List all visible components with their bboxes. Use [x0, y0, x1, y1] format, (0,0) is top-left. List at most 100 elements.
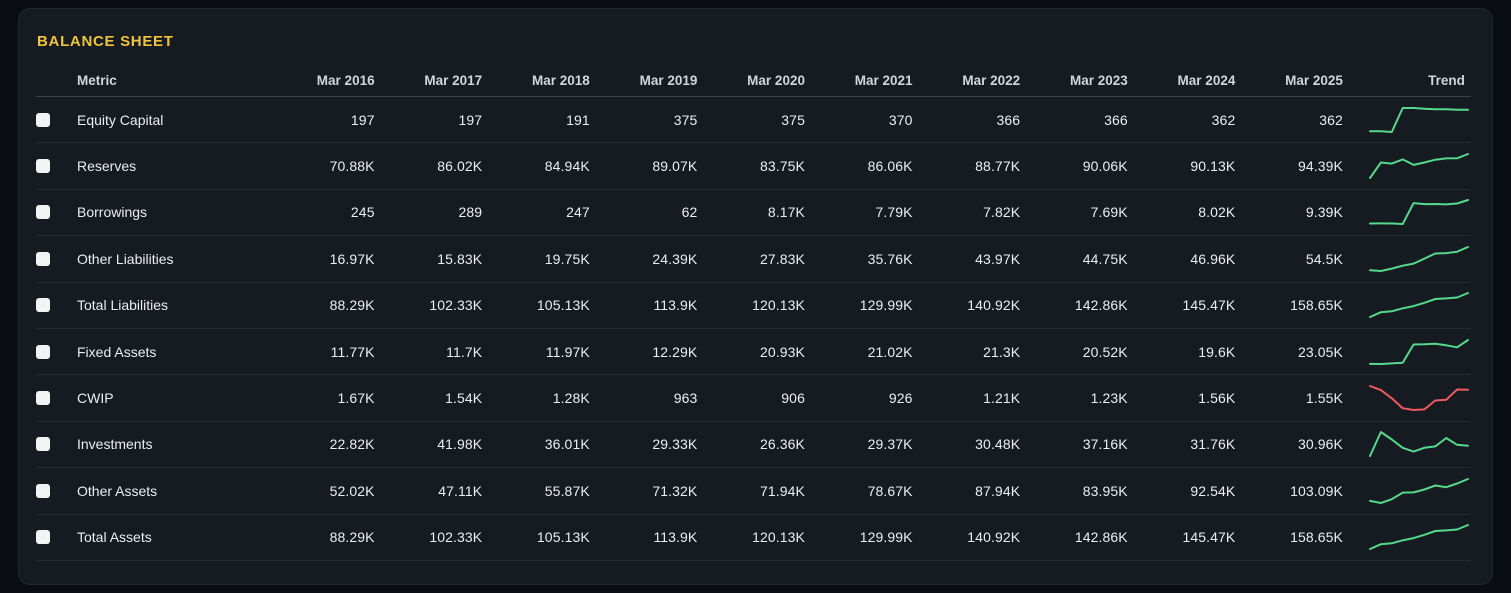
value-cell: 19.6K — [1198, 343, 1236, 360]
value-cell: 23.05K — [1297, 343, 1343, 360]
row-checkbox[interactable] — [36, 205, 50, 220]
column-header-metric: Metric — [77, 72, 117, 88]
value-cell: 29.33K — [652, 436, 698, 453]
value-cell: 54.5K — [1305, 250, 1343, 267]
value-cell: 52.02K — [329, 482, 375, 499]
trend-cell — [1343, 105, 1471, 135]
column-header-year: Mar 2017 — [424, 72, 483, 88]
value-cell: 20.52K — [1082, 343, 1128, 360]
column-header-year: Mar 2021 — [854, 72, 913, 88]
value-cell: 370 — [888, 111, 913, 128]
value-cell: 88.77K — [975, 158, 1021, 175]
row-checkbox[interactable] — [36, 159, 50, 174]
checkbox-cell — [36, 205, 77, 220]
column-header-year: Mar 2023 — [1069, 72, 1128, 88]
balance-sheet-card: BALANCE SHEET Metric Mar 2016 Mar 2017 Mar … — [18, 8, 1493, 585]
value-cell: 86.06K — [867, 158, 913, 175]
row-checkbox[interactable] — [36, 530, 50, 545]
table-row: Reserves 70.88K 86.02K 84.94K 89.07K 83.75K 86… — [36, 143, 1471, 190]
checkbox-cell — [36, 344, 77, 359]
value-cell: 375 — [673, 111, 698, 128]
value-cell: 47.11K — [438, 482, 483, 499]
value-cell: 55.87K — [544, 482, 590, 499]
checkbox-cell — [36, 391, 77, 406]
value-cell: 16.97K — [329, 250, 375, 267]
value-cell: 62 — [681, 204, 698, 221]
checkbox-cell — [36, 437, 77, 452]
metric-label: Borrowings — [77, 204, 148, 221]
value-cell: 289 — [458, 204, 483, 221]
value-cell: 906 — [781, 390, 805, 407]
table-row: Investments 22.82K 41.98K 36.01K 29.33K 26.36… — [36, 422, 1471, 469]
row-checkbox[interactable] — [36, 298, 50, 313]
value-cell: 27.83K — [759, 250, 805, 267]
trend-cell — [1343, 476, 1471, 506]
value-cell: 120.13K — [752, 297, 805, 314]
trend-sparkline — [1368, 524, 1469, 551]
column-header-year: Mar 2019 — [639, 72, 698, 88]
value-cell: 30.48K — [975, 436, 1021, 453]
row-checkbox[interactable] — [36, 483, 50, 498]
column-header-year: Mar 2018 — [531, 72, 590, 88]
metric-label: Total Assets — [77, 529, 152, 546]
column-header-trend: Trend — [1428, 72, 1465, 88]
value-cell: 92.54K — [1190, 482, 1236, 499]
table-row: Other Assets 52.02K 47.11K 55.87K 71.32K 71.9… — [36, 468, 1471, 515]
trend-sparkline — [1368, 199, 1469, 226]
metric-label: Other Assets — [77, 482, 158, 499]
value-cell: 145.47K — [1182, 529, 1236, 546]
column-header-year: Mar 2025 — [1285, 72, 1343, 88]
value-cell: 1.28K — [552, 390, 590, 407]
trend-cell — [1343, 522, 1471, 552]
value-cell: 129.99K — [859, 529, 913, 546]
value-cell: 15.83K — [437, 250, 483, 267]
value-cell: 87.94K — [975, 482, 1021, 499]
table-row: Other Liabilities 16.97K 15.83K 19.75K 24.39… — [36, 236, 1471, 283]
value-cell: 35.76K — [867, 250, 913, 267]
trend-sparkline — [1368, 385, 1469, 412]
table-body: Equity Capital 197 197 191 375 375 370 366 366 36… — [36, 97, 1471, 561]
metric-label: Total Liabilities — [77, 297, 169, 314]
value-cell: 8.02K — [1198, 204, 1236, 221]
trend-cell — [1343, 383, 1471, 413]
value-cell: 1.23K — [1090, 390, 1128, 407]
value-cell: 140.92K — [967, 297, 1021, 314]
value-cell: 11.7K — [446, 343, 483, 360]
value-cell: 9.39K — [1305, 204, 1343, 221]
row-checkbox[interactable] — [36, 391, 50, 406]
balance-sheet-table: Metric Mar 2016 Mar 2017 Mar 2018 Mar 2019 Ma… — [36, 64, 1471, 561]
value-cell: 20.93K — [759, 343, 805, 360]
value-cell: 113.9K — [653, 529, 698, 546]
trend-sparkline — [1368, 245, 1469, 272]
value-cell: 71.94K — [759, 482, 805, 499]
metric-label: Fixed Assets — [77, 343, 157, 360]
row-checkbox[interactable] — [36, 251, 50, 266]
column-header-year: Mar 2022 — [962, 72, 1021, 88]
value-cell: 129.99K — [859, 297, 913, 314]
trend-cell — [1343, 290, 1471, 320]
value-cell: 78.67K — [867, 482, 913, 499]
value-cell: 88.29K — [329, 529, 375, 546]
row-checkbox[interactable] — [36, 344, 50, 359]
value-cell: 71.32K — [652, 482, 698, 499]
trend-sparkline — [1368, 153, 1469, 180]
value-cell: 245 — [350, 204, 375, 221]
row-checkbox[interactable] — [36, 437, 50, 452]
table-row: Total Liabilities 88.29K 102.33K 105.13K 113… — [36, 283, 1471, 329]
value-cell: 366 — [1104, 111, 1128, 128]
value-cell: 926 — [888, 390, 913, 407]
value-cell: 21.02K — [867, 343, 913, 360]
table-row: CWIP 1.67K 1.54K 1.28K 963 906 926 1.21K 1.23K 1.… — [36, 375, 1471, 422]
value-cell: 103.09K — [1290, 482, 1343, 499]
value-cell: 113.9K — [653, 297, 698, 314]
value-cell: 30.96K — [1297, 436, 1343, 453]
column-header-year: Mar 2024 — [1177, 72, 1236, 88]
value-cell: 120.13K — [752, 529, 805, 546]
value-cell: 90.06K — [1082, 158, 1128, 175]
value-cell: 1.67K — [337, 390, 375, 407]
value-cell: 158.65K — [1290, 297, 1343, 314]
value-cell: 44.75K — [1082, 250, 1128, 267]
value-cell: 12.29K — [652, 343, 698, 360]
trend-sparkline — [1368, 338, 1469, 365]
row-checkbox[interactable] — [36, 112, 50, 127]
